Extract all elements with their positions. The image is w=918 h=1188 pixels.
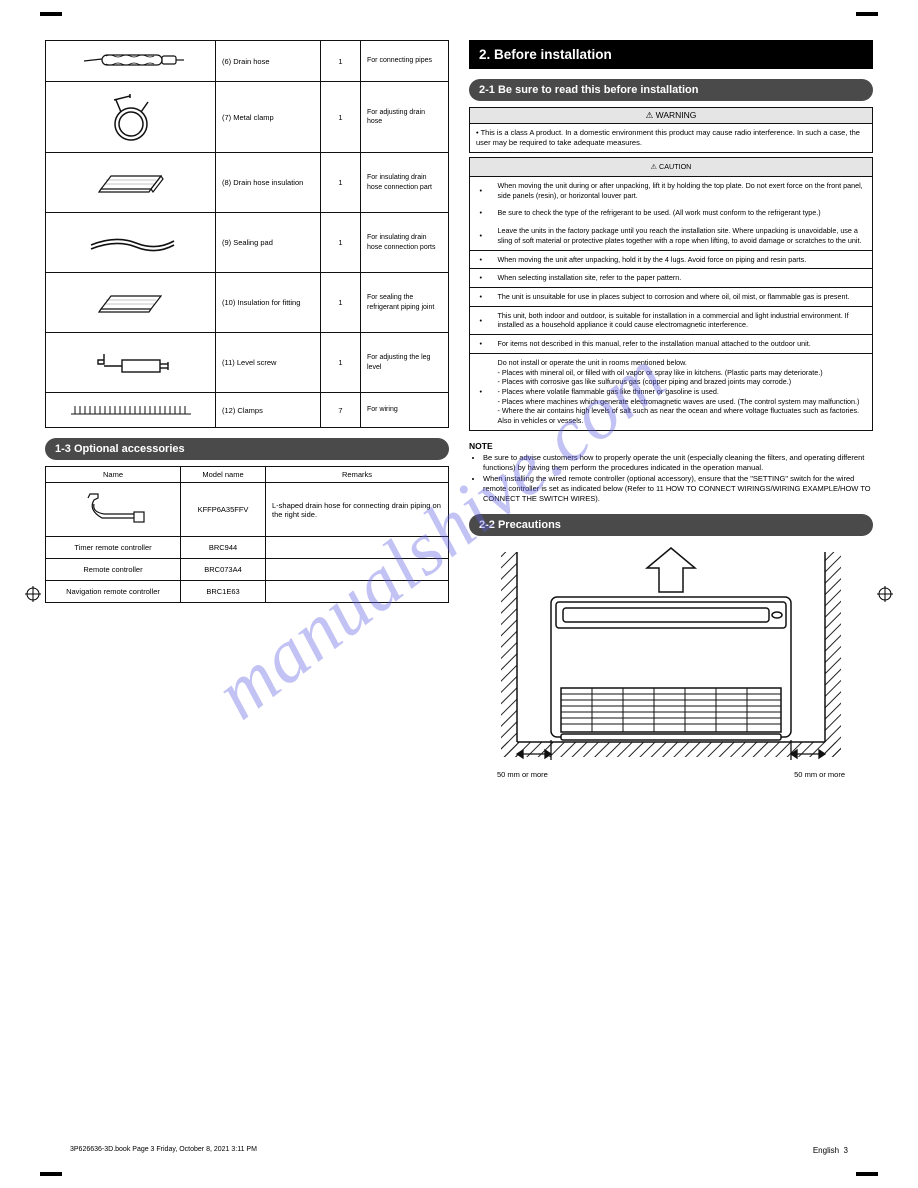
part-name: (9) Sealing pad xyxy=(222,238,273,247)
caution-text: This unit, both indoor and outdoor, is s… xyxy=(492,306,873,334)
remarks: L-shaped drain hose for connecting drain… xyxy=(272,501,441,519)
name: Timer remote controller xyxy=(74,543,151,552)
warning-box: ⚠ WARNING • This is a class A product. I… xyxy=(469,107,873,153)
th-name: Name xyxy=(46,467,181,483)
main-section-header-text: Before installation xyxy=(494,47,612,62)
left-column: (6) Drain hose 1 For connecting pipes (7… xyxy=(45,40,449,779)
registration-mark-left xyxy=(25,586,41,602)
bullet: • xyxy=(470,335,492,354)
note-item: Be sure to advise customers how to prope… xyxy=(483,453,873,473)
registration-mark-right xyxy=(877,586,893,602)
part-name: (10) Insulation for fitting xyxy=(222,298,300,307)
caution-text: When moving the unit after unpacking, ho… xyxy=(492,250,873,269)
warning-text: • This is a class A product. In a domest… xyxy=(470,124,872,152)
part-insulation-icon xyxy=(46,153,216,213)
part-drain-hose-icon xyxy=(46,41,216,82)
bullet: • xyxy=(470,269,492,288)
section-2-1: 2-1 Be sure to read this before installa… xyxy=(469,79,873,101)
accessories-table: (6) Drain hose 1 For connecting pipes (7… xyxy=(45,40,449,428)
footer-lang: English xyxy=(813,1146,839,1155)
model: BRC1E63 xyxy=(206,587,239,596)
caution-text: When selecting installation site, refer … xyxy=(492,269,873,288)
part-clamp-icon xyxy=(46,82,216,153)
bullet: • xyxy=(470,250,492,269)
part-remarks: For adjusting the leg level xyxy=(367,354,430,370)
part-fitting-insulation-icon xyxy=(46,273,216,333)
part-qty: 1 xyxy=(338,298,342,307)
section-2-2: 2-2 Precautions xyxy=(469,514,873,536)
bullet: • xyxy=(470,204,492,222)
part-level-screw-icon xyxy=(46,333,216,393)
bullet: • xyxy=(470,176,492,204)
part-remarks: For adjusting drain hose xyxy=(367,109,425,125)
crop-mark xyxy=(40,12,62,16)
note-heading: NOTE xyxy=(469,441,873,451)
part-qty: 7 xyxy=(338,406,342,415)
name: Remote controller xyxy=(83,565,142,574)
bullet: • xyxy=(470,222,492,250)
bullet: • xyxy=(470,288,492,307)
part-qty: 1 xyxy=(338,113,342,122)
part-qty: 1 xyxy=(338,238,342,247)
part-clamps-icon xyxy=(46,393,216,428)
crop-mark xyxy=(40,1172,62,1176)
footer-path: 3P626636-3D.book Page 3 Friday, October … xyxy=(70,1146,257,1153)
crop-mark xyxy=(856,12,878,16)
note-block: NOTE Be sure to advise customers how to … xyxy=(469,441,873,504)
right-column: 2. Before installation 2-1 Be sure to re… xyxy=(469,40,873,779)
model: KFFP6A35FFV xyxy=(198,505,249,514)
part-name: (12) Clamps xyxy=(222,406,263,415)
part-remarks: For wiring xyxy=(367,406,398,413)
crop-mark xyxy=(856,1172,878,1176)
part-remarks: For sealing the refrigerant piping joint xyxy=(367,294,434,310)
part-name: (7) Metal clamp xyxy=(222,113,274,122)
part-name: (6) Drain hose xyxy=(222,57,270,66)
main-section-header: 2. Before installation xyxy=(469,40,873,69)
caution-text: Do not install or operate the unit in ro… xyxy=(492,353,873,430)
footer-page-num: 3 xyxy=(844,1146,848,1155)
caution-text: When moving the unit during or after unp… xyxy=(492,176,873,204)
part-remarks: For insulating drain hose connection por… xyxy=(367,234,436,250)
part-name: (8) Drain hose insulation xyxy=(222,178,303,187)
caution-text: Be sure to check the type of the refrige… xyxy=(492,204,873,222)
drain-hose-l-icon xyxy=(46,483,181,537)
th-model: Model name xyxy=(181,467,266,483)
part-remarks: For insulating drain hose connection par… xyxy=(367,174,432,190)
clearance-illustration xyxy=(469,542,873,772)
caution-table: ⚠ CAUTION • When moving the unit during … xyxy=(469,157,873,431)
optional-accessories-table: Name Model name Remarks KFFP6A35FFV L-sh… xyxy=(45,466,449,603)
caution-heading: ⚠ CAUTION xyxy=(470,158,873,177)
warning-heading: ⚠ WARNING xyxy=(470,108,872,124)
caution-text: Leave the units in the factory package u… xyxy=(492,222,873,250)
caution-text: The unit is unsuitable for use in places… xyxy=(492,288,873,307)
bullet: • xyxy=(470,353,492,430)
part-qty: 1 xyxy=(338,57,342,66)
part-name: (11) Level screw xyxy=(222,358,276,367)
model: BRC073A4 xyxy=(204,565,242,574)
part-qty: 1 xyxy=(338,178,342,187)
model: BRC944 xyxy=(209,543,237,552)
caution-text: For items not described in this manual, … xyxy=(492,335,873,354)
name: Navigation remote controller xyxy=(66,587,160,596)
section-optional-accessories: 1-3 Optional accessories xyxy=(45,438,449,460)
part-qty: 1 xyxy=(338,358,342,367)
part-remarks: For connecting pipes xyxy=(367,57,432,64)
th-remarks: Remarks xyxy=(266,467,449,483)
part-sealing-pad-icon xyxy=(46,213,216,273)
bullet: • xyxy=(470,306,492,334)
note-item: When installing the wired remote control… xyxy=(483,474,873,503)
